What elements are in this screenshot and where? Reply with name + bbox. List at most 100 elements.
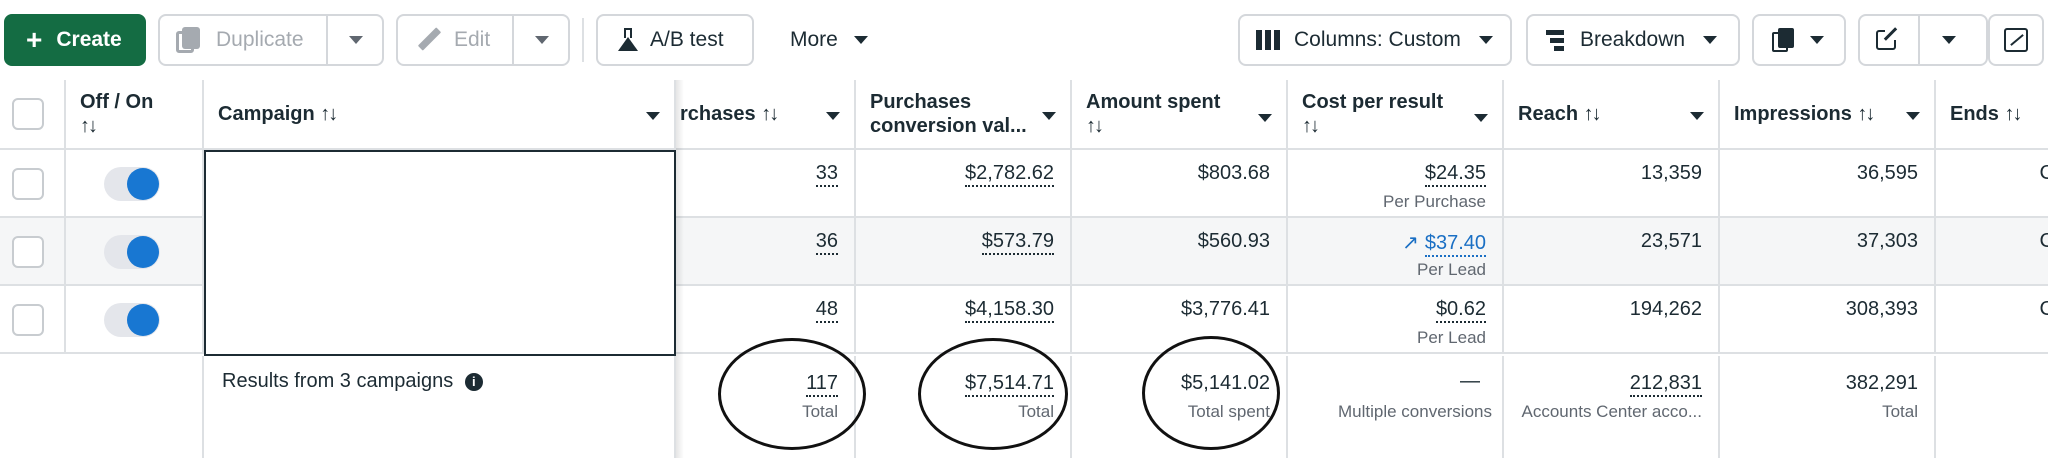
ab-test-button[interactable]: A/B test — [596, 14, 754, 66]
ab-test-label: A/B test — [650, 28, 724, 51]
ends-value: C — [2039, 298, 2048, 320]
amount-spent-value: $803.68 — [1197, 162, 1270, 184]
cost-per-result-type: Per Lead — [1417, 328, 1486, 347]
row-checkbox[interactable] — [12, 236, 44, 268]
campaign-toggle[interactable] — [104, 167, 160, 201]
cost-per-result-type: Per Lead — [1417, 260, 1486, 279]
campaign-toggle[interactable] — [104, 235, 160, 269]
header-purchases[interactable]: rchases ↑↓ — [676, 80, 856, 150]
more-caret-icon — [853, 36, 868, 44]
header-campaign[interactable]: Campaign ↑↓ — [204, 80, 676, 150]
export-split-button — [1858, 14, 1988, 66]
header-ends[interactable]: Ends ↑↓ — [1936, 80, 2048, 150]
purchases-value[interactable]: 48 — [815, 298, 838, 323]
campaign-table: Off / On ↑↓ Campaign ↑↓ rchases ↑↓ Purch… — [0, 80, 2048, 458]
reach-label: Reach — [1518, 103, 1579, 125]
columns-caret-icon — [1478, 36, 1493, 44]
purchases-value[interactable]: 33 — [815, 162, 838, 187]
conversion-value[interactable]: $573.79 — [981, 230, 1054, 255]
row-checkbox[interactable] — [12, 168, 44, 200]
conversion-value[interactable]: $2,782.62 — [965, 162, 1054, 187]
cost-per-result-value[interactable]: $0.62 — [1435, 298, 1486, 323]
pencil-icon — [416, 27, 442, 52]
header-select-all — [0, 80, 66, 150]
duplicate-dropdown-icon[interactable] — [349, 36, 363, 44]
amount-spent-value: $560.93 — [1197, 230, 1270, 252]
sort-icon: ↑↓ — [2004, 103, 2022, 125]
purchases-conv-label-line2: conversion val... — [870, 115, 1027, 137]
table-row[interactable]: 33 $2,782.62 $803.68 $24.35 Per Purchase … — [0, 150, 2048, 218]
create-button[interactable]: + Create — [4, 14, 146, 66]
impressions-value: 308,393 — [1845, 298, 1918, 320]
conversion-value[interactable]: $4,158.30 — [965, 298, 1054, 323]
header-reach[interactable]: Reach ↑↓ — [1504, 80, 1720, 150]
header-amount-spent[interactable]: Amount spent ↑↓ — [1072, 80, 1288, 150]
breakdown-caret-icon — [1703, 36, 1718, 44]
row-checkbox[interactable] — [12, 304, 44, 336]
ends-value: C — [2039, 230, 2048, 252]
header-impressions[interactable]: Impressions ↑↓ — [1720, 80, 1936, 150]
toggle-knob — [127, 236, 159, 268]
columns-button[interactable]: Columns: Custom — [1238, 14, 1512, 66]
summary-cost-value: — — [1460, 370, 1480, 392]
header-purchases-conversion-value[interactable]: Purchases conversion val... — [856, 80, 1072, 150]
charts-button[interactable] — [1988, 14, 2044, 66]
summary-impressions-value: 382,291 — [1845, 372, 1918, 394]
header-cost-per-result[interactable]: Cost per result ↑↓ — [1288, 80, 1504, 150]
annotation-circle — [1142, 336, 1280, 450]
more-button[interactable]: More — [790, 14, 868, 66]
breakdown-label: Breakdown — [1580, 28, 1686, 51]
impressions-value: 36,595 — [1856, 162, 1918, 184]
cost-per-result-value[interactable]: $37.40 — [1424, 232, 1486, 257]
trend-up-icon: ↗ — [1402, 232, 1419, 254]
purchases-label: rchases — [680, 103, 756, 125]
cost-per-result-label: Cost per result — [1302, 91, 1444, 113]
toggle-knob — [127, 168, 159, 200]
cost-per-result-value[interactable]: $24.35 — [1424, 162, 1486, 187]
purchases-value[interactable]: 36 — [815, 230, 838, 255]
column-menu-icon[interactable] — [646, 112, 660, 120]
export-dropdown-icon[interactable] — [1942, 36, 1956, 44]
column-menu-icon[interactable] — [1042, 112, 1056, 120]
campaign-toggle[interactable] — [104, 303, 160, 337]
amount-spent-value: $3,776.41 — [1181, 298, 1270, 320]
sort-icon: ↑↓ — [1086, 115, 1104, 137]
columns-icon — [1256, 30, 1280, 50]
campaign-names-redacted — [204, 150, 676, 356]
summary-reach-value[interactable]: 212,831 — [1629, 372, 1702, 397]
duplicate-label: Duplicate — [216, 28, 304, 51]
column-menu-icon[interactable] — [1474, 114, 1488, 122]
sort-icon: ↑↓ — [1302, 115, 1320, 137]
campaign-label: Campaign — [218, 103, 315, 125]
cost-per-result-type: Per Purchase — [1383, 192, 1486, 211]
more-label: More — [790, 28, 838, 51]
column-menu-icon[interactable] — [1258, 114, 1272, 122]
header-off-on[interactable]: Off / On ↑↓ — [66, 80, 204, 150]
column-menu-icon[interactable] — [1906, 112, 1920, 120]
plus-icon: + — [26, 24, 43, 55]
ends-value: C — [2039, 162, 2048, 184]
impressions-value: 37,303 — [1856, 230, 1918, 252]
reach-value: 194,262 — [1629, 298, 1702, 320]
info-icon[interactable]: i — [464, 373, 483, 391]
duplicate-split-button: Duplicate — [158, 14, 384, 66]
reports-button[interactable] — [1752, 14, 1846, 66]
duplicate-icon — [176, 27, 202, 53]
off-on-label: Off / On — [80, 91, 154, 113]
sort-icon: ↑↓ — [320, 103, 338, 125]
amount-spent-label: Amount spent — [1086, 91, 1221, 113]
toggle-knob — [127, 304, 159, 336]
edit-label: Edit — [454, 28, 491, 51]
columns-label: Columns: Custom — [1294, 28, 1461, 51]
sort-icon: ↑↓ — [1857, 103, 1875, 125]
sort-icon: ↑↓ — [761, 103, 779, 125]
column-menu-icon[interactable] — [1690, 112, 1704, 120]
select-all-checkbox[interactable] — [12, 98, 44, 130]
summary-reach-sub: Accounts Center acco... — [1521, 402, 1702, 421]
edit-dropdown-icon[interactable] — [535, 36, 549, 44]
toolbar-divider — [582, 18, 584, 62]
column-menu-icon[interactable] — [826, 112, 840, 120]
reach-value: 23,571 — [1640, 230, 1702, 252]
breakdown-button[interactable]: Breakdown — [1526, 14, 1740, 66]
export-icon[interactable] — [1876, 26, 1900, 52]
